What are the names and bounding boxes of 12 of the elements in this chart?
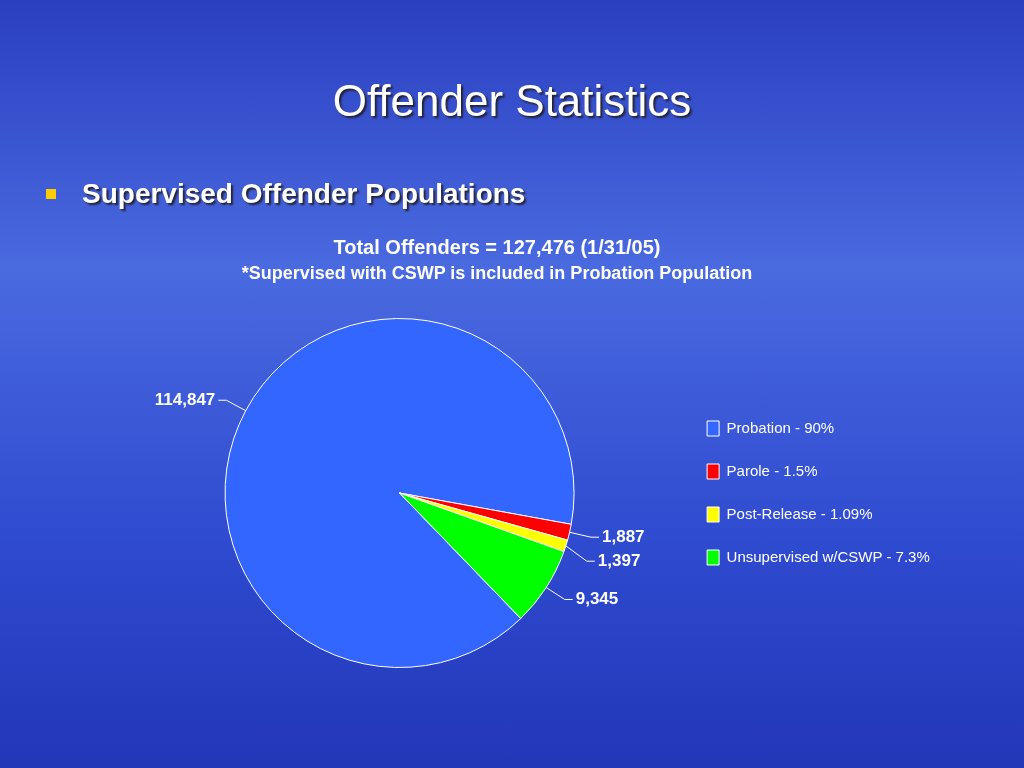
data-label: 1,397 (597, 550, 641, 570)
text: Total Offenders = 127,476 (1/31/05) (332, 236, 662, 259)
legend-label: Unsupervised w/CSWP - 7.3% (726, 547, 930, 565)
data-label: 9,345 (575, 589, 619, 609)
data-label: 1,887 (602, 526, 645, 546)
legend-label: Parole - 1.5% (726, 461, 818, 479)
legend-label: Probation - 90% (726, 418, 835, 436)
chart-title: Offender Statistics (331, 75, 693, 126)
chart-subtitle: Supervised Offender Populations (82, 178, 526, 210)
data-label: 114,847 (154, 389, 216, 409)
legend-label: Post-Release - 1.09% (726, 504, 873, 522)
text: *Supervised with CSWP is included in Probation Population (240, 263, 754, 284)
